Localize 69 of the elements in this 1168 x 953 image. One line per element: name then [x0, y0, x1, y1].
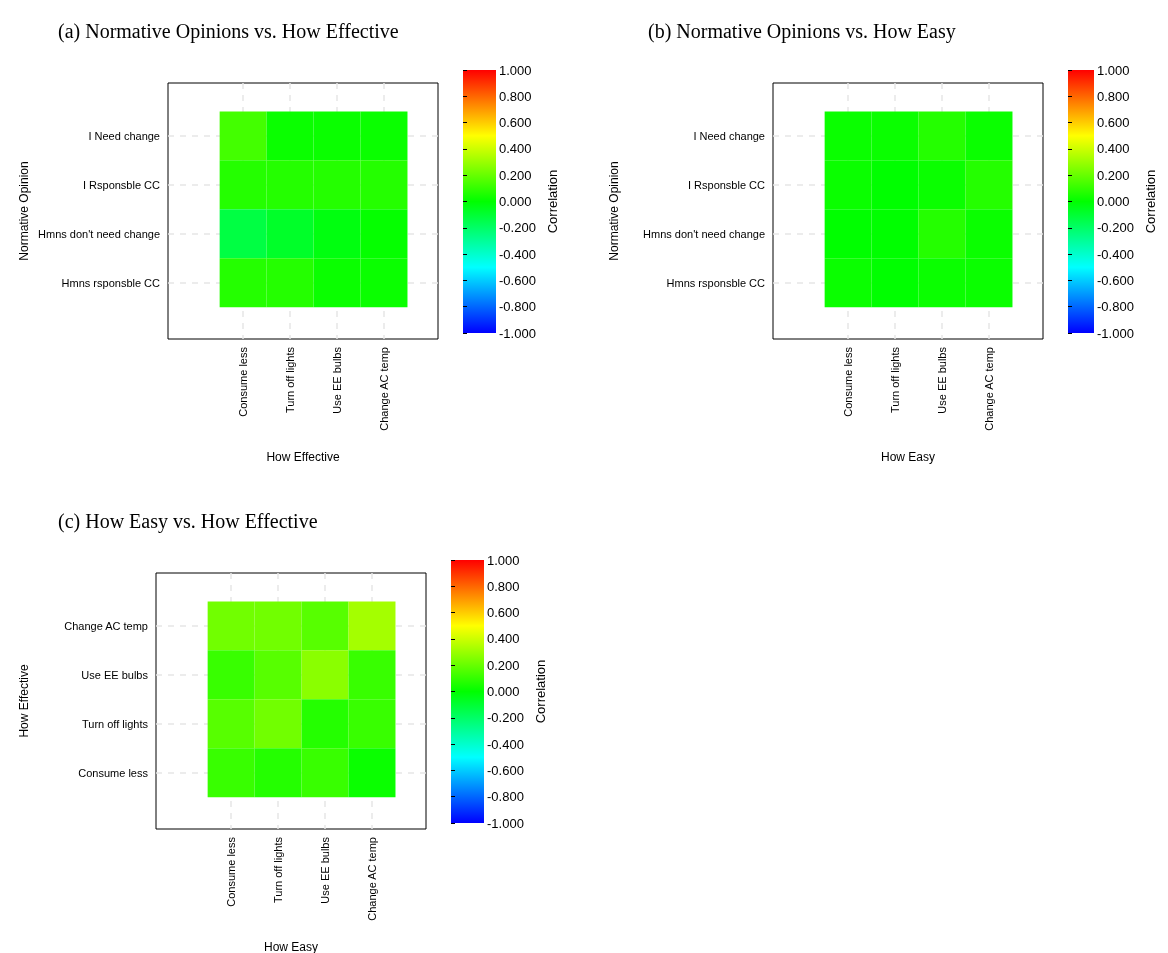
- color-bar-label: 0.200: [487, 657, 520, 673]
- x-tick-label: Consume less: [237, 346, 250, 417]
- x-tick-label: Use EE bulbs: [936, 346, 949, 414]
- y-tick-label: Use EE bulbs: [81, 668, 149, 681]
- color-bar-label: -0.800: [487, 789, 524, 805]
- color-bar-label: -0.200: [1097, 220, 1134, 236]
- x-tick-label: Consume less: [225, 836, 238, 907]
- x-tick-label: Use EE bulbs: [319, 836, 332, 904]
- color-bar-label: 1.000: [487, 552, 520, 568]
- x-tick-label: Change AC temp: [366, 837, 378, 921]
- y-tick-label: I Need change: [693, 129, 765, 142]
- color-bar-label: -1.000: [499, 325, 536, 341]
- color-bar-label: 1.000: [499, 62, 532, 78]
- x-tick-label: Change AC temp: [983, 347, 995, 431]
- color-bar-title: Correlation: [545, 169, 560, 234]
- color-bar-label: -0.600: [487, 762, 524, 778]
- y-tick-label: Hmns don't need change: [643, 227, 765, 240]
- color-bar-label: -0.200: [499, 220, 536, 236]
- y-tick-label: Consume less: [78, 766, 149, 779]
- color-bar-label: 0.000: [1097, 194, 1130, 209]
- chart-title: (a) Normative Opinions vs. How Effective: [58, 20, 399, 43]
- color-bar-label: 0.400: [499, 141, 532, 157]
- y-tick-label: I Need change: [88, 129, 160, 142]
- color-bar-label: 0.600: [1097, 115, 1130, 131]
- color-bar-label: 0.800: [487, 578, 520, 594]
- x-tick-label: Turn off lights: [284, 346, 297, 414]
- color-bar-label: -0.800: [1097, 299, 1134, 315]
- color-bar-label: -0.800: [499, 299, 536, 315]
- color-bar-label: 1.000: [1097, 62, 1130, 78]
- color-bar-label: -0.600: [499, 272, 536, 288]
- x-tick-label: Turn off lights: [889, 346, 902, 414]
- color-bar-label: 0.400: [487, 631, 520, 647]
- y-tick-label: Change AC temp: [64, 619, 148, 632]
- color-bar-label: -0.400: [499, 246, 536, 262]
- color-bar-label: 0.000: [499, 194, 532, 209]
- color-bar-title: Correlation: [533, 659, 548, 724]
- color-bar-title: Correlation: [1143, 169, 1158, 234]
- color-bar-label: -0.600: [1097, 272, 1134, 288]
- y-tick-label: Hmns don't need change: [38, 227, 160, 240]
- x-tick-label: Consume less: [842, 346, 855, 417]
- x-tick-label: Change AC temp: [378, 347, 390, 431]
- y-axis-title: Normative Opinion: [17, 161, 31, 261]
- y-tick-label: I Rsponsble CC: [687, 178, 766, 191]
- y-tick-label: Hmns rsponsble CC: [61, 276, 161, 289]
- chart-title: (b) Normative Opinions vs. How Easy: [648, 20, 956, 43]
- chart-title: (c) How Easy vs. How Effective: [58, 510, 318, 533]
- color-bar-label: -0.400: [1097, 246, 1134, 262]
- y-tick-label: Hmns rsponsble CC: [666, 276, 766, 289]
- y-axis-title: How Effective: [17, 664, 31, 738]
- y-axis-title: Normative Opinion: [607, 161, 621, 261]
- y-tick-label: Turn off lights: [81, 717, 149, 730]
- color-bar-label: -0.400: [487, 736, 524, 752]
- x-tick-label: Use EE bulbs: [331, 346, 344, 414]
- color-bar-label: -1.000: [1097, 325, 1134, 341]
- x-axis-title: How Effective: [266, 450, 340, 464]
- color-bar-label: 0.600: [499, 115, 532, 131]
- x-axis-title: How Easy: [880, 450, 936, 464]
- color-bar-label: 0.600: [487, 605, 520, 621]
- color-bar-label: 0.400: [1097, 141, 1130, 157]
- y-tick-label: I Rsponsble CC: [82, 178, 161, 191]
- color-bar-label: 0.200: [499, 167, 532, 183]
- color-bar-label: 0.800: [499, 88, 532, 104]
- color-bar-label: 0.000: [487, 684, 520, 699]
- color-bar-label: -0.200: [487, 710, 524, 726]
- x-axis-title: How Easy: [263, 940, 319, 953]
- color-bar-label: 0.800: [1097, 88, 1130, 104]
- x-tick-label: Turn off lights: [272, 836, 285, 904]
- color-bar-label: 0.200: [1097, 167, 1130, 183]
- color-bar-label: -1.000: [487, 815, 524, 831]
